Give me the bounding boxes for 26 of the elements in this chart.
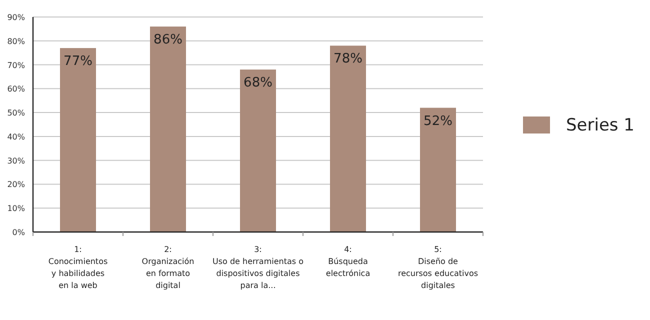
text: 86%: [154, 32, 182, 48]
text: 77%: [64, 54, 92, 70]
bar: [330, 46, 366, 232]
text: 78%: [334, 52, 362, 67]
y-tick-label: 30%: [7, 156, 26, 166]
x-tick-label: 2: Organización en formato digital: [142, 245, 194, 290]
y-tick-label: 40%: [7, 132, 26, 142]
y-tick-label: 90%: [7, 13, 26, 22]
x-tick-label: 4: Búsqueda electrónica: [326, 245, 370, 278]
y-tick-label: 0%: [12, 228, 26, 237]
y-tick-label: 50%: [7, 108, 26, 118]
text: 52%: [424, 114, 452, 129]
legend-label: Series 1: [566, 116, 634, 136]
x-tick-label: 5: Diseño de recursos educativos digitales: [398, 245, 478, 290]
y-tick-label: 80%: [7, 36, 26, 46]
bar: [240, 70, 276, 232]
y-tick-label: 60%: [7, 84, 26, 94]
y-tick-label: 70%: [7, 60, 26, 70]
y-tick-label: 10%: [7, 204, 26, 214]
bar: [420, 108, 456, 232]
text: 68%: [244, 76, 272, 91]
x-tick-label: 3: Uso de herramientas o dispositivos digitales para la...: [212, 245, 304, 290]
y-tick-label: 20%: [7, 180, 26, 190]
x-tick-label: 1: Conocimientos y habilidades en la web: [48, 245, 108, 290]
bar: [150, 26, 186, 232]
bar: [60, 48, 96, 232]
